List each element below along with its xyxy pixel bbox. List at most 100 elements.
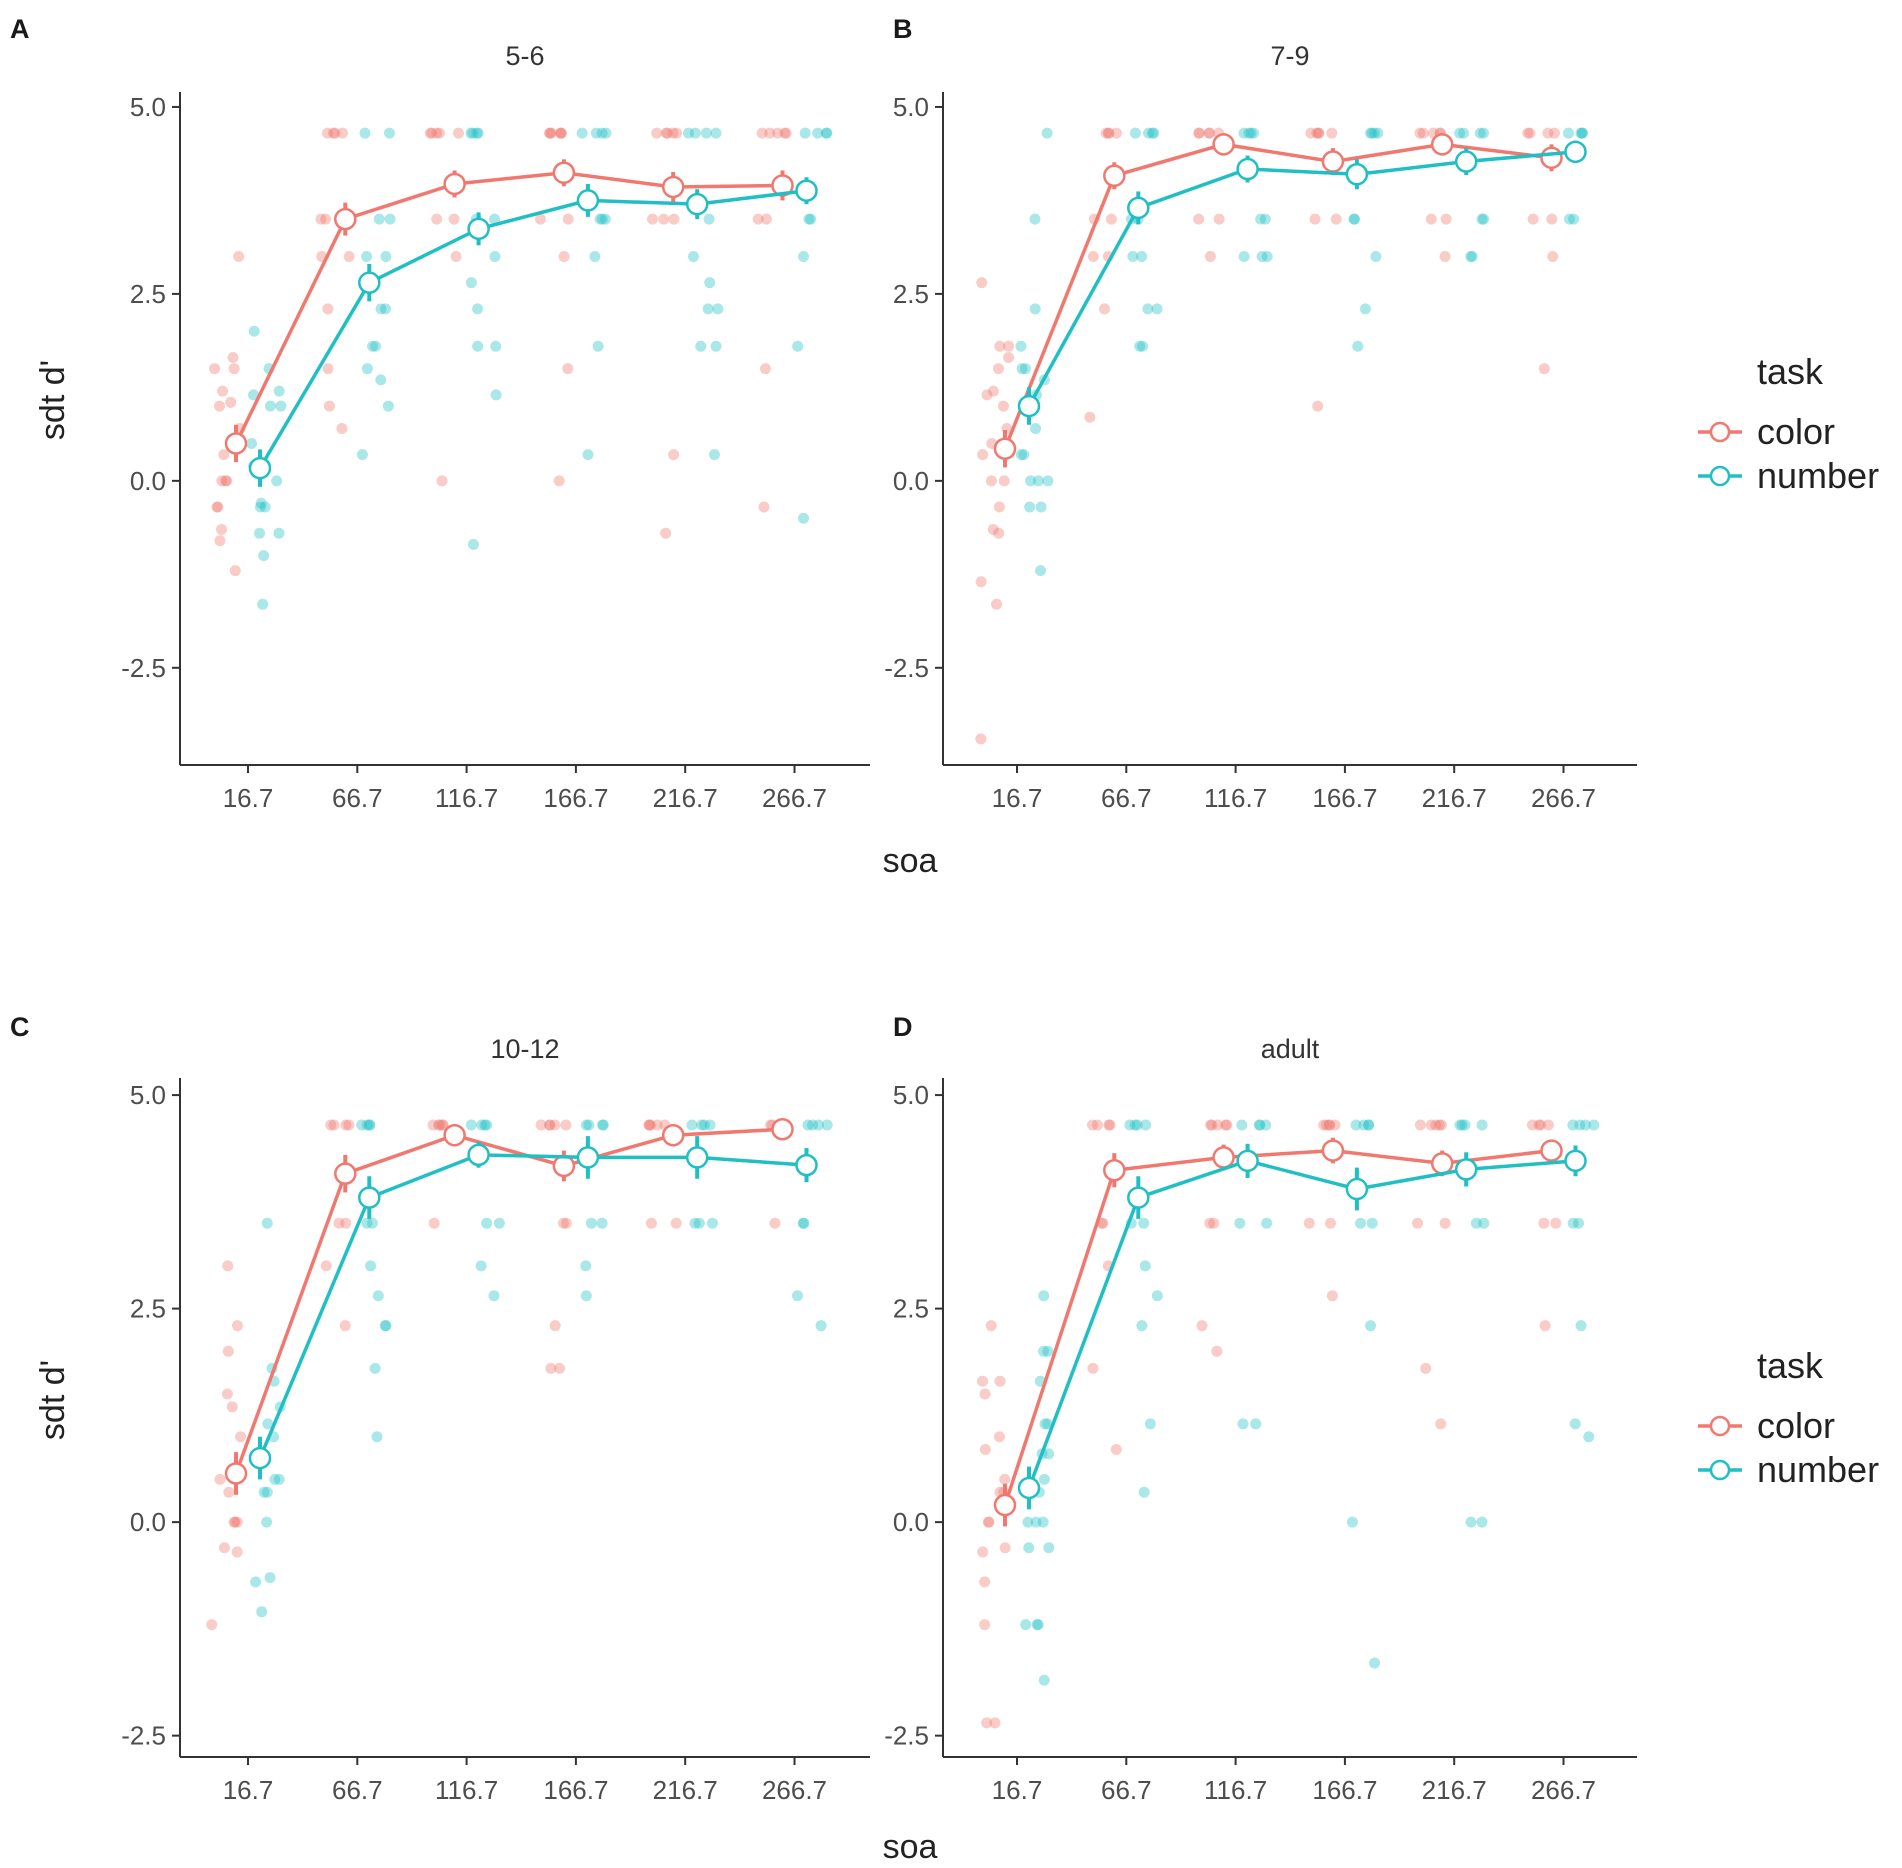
mean-point-color (1103, 1158, 1126, 1182)
data-point-color (1204, 251, 1216, 263)
data-point-color (337, 127, 349, 139)
legend-key-marker (1709, 421, 1731, 443)
data-point-color (1524, 127, 1536, 139)
data-point-number (1260, 1119, 1272, 1131)
data-point-color (436, 475, 448, 487)
data-point-number (370, 340, 382, 352)
data-point-color (424, 127, 436, 139)
data-point-number (373, 213, 385, 225)
facet-title: 5-6 (505, 41, 544, 71)
data-point-color (760, 213, 772, 225)
data-point-color (327, 127, 339, 139)
data-point-number (363, 1119, 375, 1131)
mean-point-color (552, 161, 576, 185)
data-point-color (1330, 213, 1342, 225)
data-point-number (380, 251, 392, 263)
data-point-color (1097, 1217, 1109, 1229)
data-point-color (1538, 1217, 1550, 1229)
data-point-number (1568, 213, 1580, 225)
data-point-number (1140, 1119, 1152, 1131)
data-point-color (651, 127, 663, 139)
data-point-color (764, 127, 776, 139)
data-point-number (1039, 1418, 1051, 1430)
data-point-color (1193, 213, 1205, 225)
data-point-color (549, 1320, 561, 1332)
data-point-color (1318, 1119, 1330, 1131)
data-point-color (333, 1217, 345, 1229)
data-point-color (1414, 127, 1426, 139)
data-point-number (1346, 1516, 1358, 1528)
x-tick-label: 266.7 (762, 1775, 827, 1805)
data-point-color (1213, 213, 1225, 225)
data-point-color (772, 127, 784, 139)
data-point-number (1243, 127, 1255, 139)
data-point-color (1435, 1119, 1447, 1131)
data-point-number (596, 127, 608, 139)
y-tick-label: 0.0 (893, 466, 929, 496)
data-point-number (1466, 251, 1478, 263)
data-point-color (994, 1431, 1006, 1443)
x-tick-label: 216.7 (653, 783, 718, 813)
data-point-number (797, 1217, 809, 1229)
mean-point-number (1127, 196, 1150, 220)
mean-point-number (358, 271, 381, 294)
data-point-number (1037, 1516, 1049, 1528)
x-tick-label: 116.7 (1204, 783, 1267, 813)
x-tick-label: 16.7 (223, 783, 274, 813)
data-point-color (1193, 127, 1205, 139)
data-point-color (779, 127, 791, 139)
data-point-color (981, 1717, 993, 1729)
data-point-number (258, 1486, 270, 1498)
data-point-number (1348, 213, 1360, 225)
data-point-number (1127, 251, 1139, 263)
data-point-number (1365, 127, 1377, 139)
x-tick-label: 116.7 (1204, 1775, 1267, 1805)
mean-point-color (1540, 146, 1563, 170)
data-point-number (256, 1606, 268, 1618)
data-point-color (1309, 213, 1321, 225)
y-tick-label: 2.5 (893, 279, 929, 309)
data-point-number (696, 1119, 708, 1131)
mean-line-color (1003, 1148, 1552, 1506)
legend-title: task (1757, 351, 1824, 392)
data-point-color (989, 1717, 1001, 1729)
data-point-number (1248, 127, 1260, 139)
data-point-color (562, 363, 574, 375)
data-point-color (1110, 127, 1122, 139)
data-point-number (1459, 1119, 1471, 1131)
data-point-color (997, 400, 1009, 412)
data-point-color (983, 1516, 995, 1528)
data-point-color (1221, 1119, 1233, 1131)
data-point-color (993, 363, 1005, 375)
data-point-color (315, 213, 327, 225)
mean-point-color (1430, 1152, 1454, 1175)
data-point-color (1206, 1119, 1218, 1131)
data-point-number (1238, 251, 1250, 263)
mean-point-number (248, 456, 272, 480)
legend-label-number: number (1757, 1449, 1879, 1490)
data-point-number (1025, 475, 1037, 487)
data-point-color (1103, 127, 1115, 139)
data-point-color (343, 251, 355, 263)
data-point-color (1526, 1119, 1538, 1131)
data-point-color (758, 501, 770, 513)
data-point-color (1425, 1119, 1437, 1131)
data-point-color (1193, 127, 1205, 139)
data-point-number (682, 127, 694, 139)
panel-b: B 7-9 5.0 2.5 0.0 -2.5 16.7 66.7 116.7 166.7 216.7… (884, 14, 1637, 813)
mean-point-number (576, 189, 600, 212)
x-tick-label: 216.7 (653, 1775, 718, 1805)
data-point-number (273, 527, 285, 539)
data-point-color (336, 423, 348, 434)
mean-point-color (993, 437, 1017, 460)
data-point-number (248, 325, 260, 337)
x-tick-label: 66.7 (332, 783, 383, 813)
data-point-number (1474, 127, 1486, 139)
data-point-number (599, 213, 611, 225)
data-point-number (798, 512, 810, 524)
data-point-color (1220, 1119, 1232, 1131)
data-point-number (264, 400, 276, 412)
mean-point-color (771, 174, 794, 197)
data-point-number (467, 538, 479, 550)
data-point-color (1433, 1119, 1445, 1131)
